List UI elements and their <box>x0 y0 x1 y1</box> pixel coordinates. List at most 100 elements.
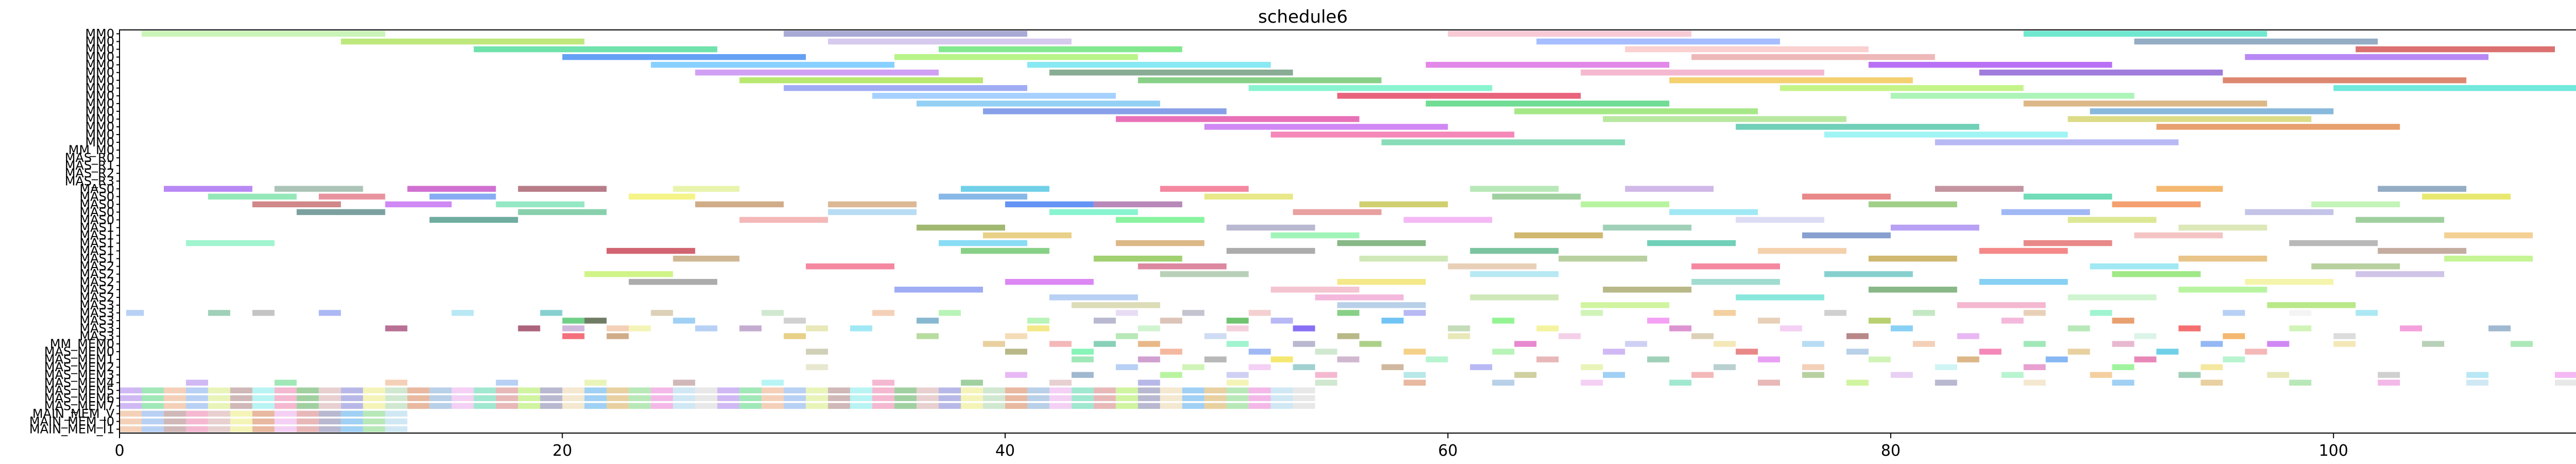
gantt-bar <box>1226 403 1249 409</box>
gantt-bar <box>939 310 961 316</box>
gantt-bar <box>185 403 208 409</box>
gantt-bar <box>629 325 651 332</box>
gantt-bar <box>1204 193 1293 200</box>
gantt-bar <box>1071 349 1094 355</box>
gantt-bar <box>2023 364 2046 370</box>
gantt-bar <box>982 108 1227 114</box>
gantt-bar <box>2378 372 2400 378</box>
gantt-bar <box>939 46 1182 53</box>
gantt-bar <box>296 395 319 402</box>
gantt-bar <box>2400 325 2422 332</box>
gantt-bar <box>1359 201 1448 208</box>
gantt-bar <box>761 379 784 386</box>
gantt-bar <box>1758 356 1780 362</box>
gantt-bar <box>872 93 1116 99</box>
gantt-bar <box>1426 356 1448 362</box>
y-tick-label: MAS2 <box>79 267 114 281</box>
gantt-bar <box>1093 395 1116 402</box>
gantt-bar <box>1248 387 1271 394</box>
gantt-bar <box>828 209 917 216</box>
gantt-bar <box>2134 38 2378 45</box>
gantt-bar <box>1492 379 1515 386</box>
gantt-bar <box>673 255 740 262</box>
gantt-bar <box>2267 341 2290 347</box>
gantt-bar <box>1293 395 1315 402</box>
gantt-bar <box>1027 325 1049 332</box>
y-tick-label: MAS_R1 <box>65 158 114 173</box>
gantt-bar <box>1337 93 1581 99</box>
gantt-bar <box>1049 387 1072 394</box>
gantt-bar <box>1005 333 1027 339</box>
gantt-bar <box>1270 287 1360 293</box>
gantt-bar <box>274 379 297 386</box>
gantt-bar <box>1912 310 1935 316</box>
gantt-bar <box>872 395 895 402</box>
gantt-bar <box>274 410 297 417</box>
gantt-bar <box>939 395 961 402</box>
gantt-bar <box>1581 69 1824 76</box>
gantt-bar <box>1824 310 1846 316</box>
gantt-bar <box>717 403 740 409</box>
gantt-bar <box>2333 85 2576 91</box>
gantt-bar <box>1005 349 1027 355</box>
gantt-bar <box>1470 186 1559 192</box>
gantt-bar <box>1027 61 1271 68</box>
gantt-bar <box>1270 318 1293 324</box>
gantt-bar <box>2422 193 2511 200</box>
y-tick-label: MAS0 <box>79 212 114 227</box>
gantt-bar <box>1868 61 2112 68</box>
gantt-bar <box>939 403 961 409</box>
y-tick-label: MAS2 <box>79 259 114 274</box>
gantt-bar <box>2200 341 2223 347</box>
y-tick-label: MAS_MEM0 <box>44 344 114 359</box>
gantt-bar <box>473 403 496 409</box>
gantt-bar <box>1514 372 1537 378</box>
gantt-bar <box>1204 395 1227 402</box>
gantt-bar <box>1536 325 1559 332</box>
gantt-bar <box>1138 77 1382 84</box>
gantt-bar <box>1691 372 1714 378</box>
gantt-bar <box>982 232 1072 239</box>
gantt-bar <box>1426 101 1670 107</box>
gantt-bar <box>917 318 939 324</box>
gantt-bar <box>1979 279 2068 285</box>
gantt-bar <box>606 333 629 339</box>
gantt-bar <box>252 426 275 433</box>
gantt-bar <box>341 387 363 394</box>
gantt-bar <box>1868 318 1891 324</box>
gantt-bar <box>606 387 629 394</box>
gantt-bar <box>407 387 430 394</box>
gantt-bar <box>341 395 363 402</box>
gantt-bar <box>1182 395 1205 402</box>
gantt-bar <box>1935 139 2179 145</box>
y-tick-label: MM0 <box>85 65 114 80</box>
gantt-bar <box>1293 209 1382 216</box>
gantt-bar <box>651 395 673 402</box>
gantt-bar <box>518 325 540 332</box>
gantt-bar <box>917 224 1005 231</box>
gantt-bar <box>695 325 718 332</box>
gantt-bar <box>584 387 607 394</box>
gantt-bar <box>141 418 164 425</box>
gantt-bar <box>163 418 186 425</box>
gantt-bar <box>1669 325 1692 332</box>
gantt-bar <box>407 395 430 402</box>
gantt-bar <box>185 426 208 433</box>
gantt-bar <box>252 387 275 394</box>
gantt-bar <box>385 379 408 386</box>
gantt-bar <box>1270 387 1293 394</box>
y-tick-label: MM0 <box>85 42 114 57</box>
gantt-bar <box>1691 279 1780 285</box>
gantt-bar <box>1138 403 1160 409</box>
gantt-bar <box>1868 255 1957 262</box>
gantt-bar <box>2023 240 2112 246</box>
gantt-bar <box>562 333 585 339</box>
gantt-bar <box>717 395 740 402</box>
gantt-bar <box>2156 349 2179 355</box>
y-tick-label: MM0 <box>85 96 114 111</box>
gantt-bar <box>385 426 408 433</box>
gantt-bar <box>208 410 230 417</box>
gantt-bar <box>917 387 939 394</box>
gantt-bar <box>982 387 1005 394</box>
gantt-bar <box>872 387 895 394</box>
